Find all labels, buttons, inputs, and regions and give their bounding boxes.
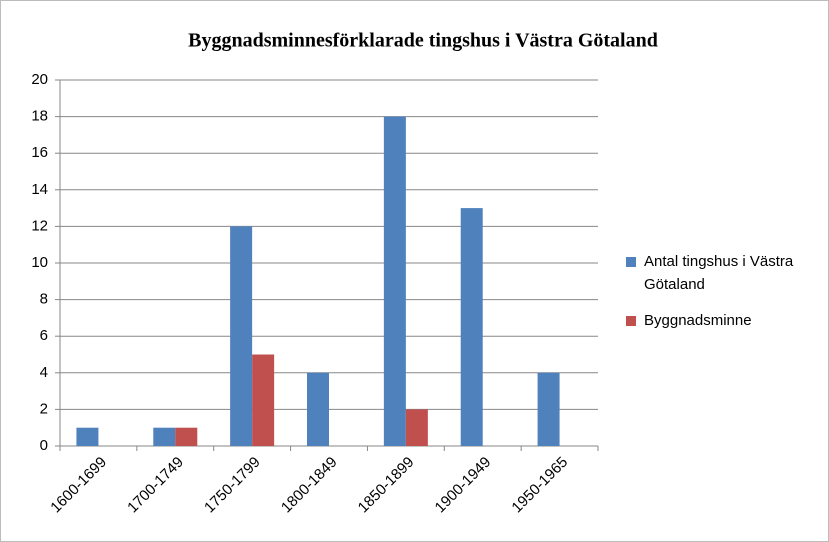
y-tick-label: 2 [40, 400, 48, 417]
y-tick-label: 16 [31, 144, 48, 161]
y-tick-label: 12 [31, 217, 48, 234]
legend-item: Antal tingshus i Västra Götaland [626, 250, 826, 296]
bar [230, 226, 253, 446]
chart-title: Byggnadsminnesförklarade tingshus i Väst… [188, 30, 658, 52]
legend-item: Byggnadsminne [626, 309, 826, 332]
y-tick-label: 18 [31, 108, 48, 125]
y-tick-label: 4 [40, 364, 48, 381]
legend: Antal tingshus i Västra Götaland Byggnads… [626, 250, 826, 345]
bar [537, 372, 560, 446]
y-tick-label: 20 [31, 71, 48, 88]
y-tick-label: 0 [40, 437, 48, 454]
y-tick-label: 6 [40, 327, 48, 344]
bar [175, 427, 198, 446]
y-tick-label: 8 [40, 291, 48, 308]
bar [76, 427, 99, 446]
legend-label: Byggnadsminne [644, 312, 752, 329]
legend-label: Antal tingshus i Västra Götaland [644, 253, 794, 293]
bar [460, 208, 483, 446]
bar [383, 116, 406, 446]
y-tick-label: 14 [31, 181, 48, 198]
bar [153, 427, 176, 446]
legend-swatch [626, 316, 636, 326]
y-tick-label: 10 [31, 254, 48, 271]
bar [307, 372, 329, 446]
bar [405, 409, 428, 446]
bar [252, 354, 275, 446]
legend-swatch [626, 257, 636, 267]
